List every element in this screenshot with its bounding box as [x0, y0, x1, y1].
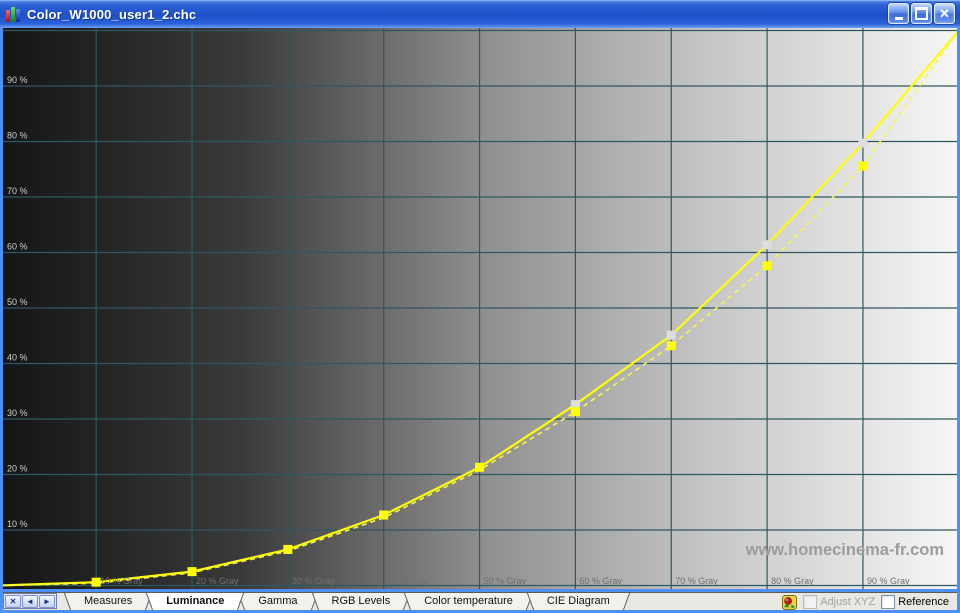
tab-strip: ✕ ◄ ► Measures Luminance Gamma RGB Levels Colo…	[3, 592, 957, 610]
tab-nav-group: ✕ ◄ ►	[3, 593, 57, 609]
tabs: Measures Luminance Gamma RGB Levels Color te…	[67, 593, 627, 610]
tab-nav-previous-button[interactable]: ◄	[22, 594, 38, 608]
svg-text:60 %: 60 %	[7, 242, 28, 252]
close-button[interactable]: ✕	[934, 3, 955, 24]
svg-text:70 % Gray: 70 % Gray	[675, 576, 718, 586]
close-icon: ✕	[939, 6, 950, 21]
svg-text:10 % Gray: 10 % Gray	[100, 576, 143, 586]
svg-text:80 %: 80 %	[7, 131, 28, 141]
rgb-bars-icon	[6, 6, 22, 22]
tab-nav-close-button[interactable]: ✕	[5, 594, 21, 608]
tab-nav-next-button[interactable]: ►	[39, 594, 55, 608]
tab-measures[interactable]: Measures	[71, 593, 146, 610]
tab-gamma[interactable]: Gamma	[245, 593, 311, 610]
svg-text:50 % Gray: 50 % Gray	[484, 576, 527, 586]
status-controls: Adjust XYZ Reference	[782, 593, 949, 611]
tab-label: Measures	[84, 595, 133, 607]
svg-text:30 %: 30 %	[7, 408, 28, 418]
chart-window: www.homecinema-fr.com 90 % 80 % 70 % 60 % 50 …	[0, 28, 960, 592]
svg-text:10 %: 10 %	[7, 519, 28, 529]
svg-text:80 % Gray: 80 % Gray	[771, 576, 814, 586]
reference-label: Reference	[898, 596, 949, 608]
tab-rgb-levels[interactable]: RGB Levels	[318, 593, 404, 610]
adjust-xyz-checkbox: Adjust XYZ	[803, 595, 875, 609]
svg-text:40 % Gray: 40 % Gray	[388, 576, 431, 586]
adjust-xyz-checkbox-box	[803, 595, 818, 609]
luminance-chart: www.homecinema-fr.com 90 % 80 % 70 % 60 % 50 …	[3, 28, 957, 589]
svg-text:50 %: 50 %	[7, 297, 28, 307]
reference-checkbox[interactable]: Reference	[881, 595, 949, 609]
tab-color-temperature[interactable]: Color temperature	[411, 593, 526, 610]
svg-text:70 %: 70 %	[7, 186, 28, 196]
tab-label: Luminance	[166, 595, 225, 607]
adjust-xyz-label: Adjust XYZ	[820, 596, 876, 608]
svg-text:20 %: 20 %	[7, 464, 28, 474]
svg-text:www.homecinema-fr.com: www.homecinema-fr.com	[745, 541, 944, 559]
hcfr-sensor-icon	[782, 594, 798, 610]
svg-text:40 %: 40 %	[7, 353, 28, 363]
luminance-chart-svg: www.homecinema-fr.com 90 % 80 % 70 % 60 % 50 …	[3, 28, 957, 589]
tab-label: Gamma	[258, 595, 298, 607]
title-bar: Color_W1000_user1_2.chc ✕	[0, 0, 960, 28]
svg-text:90 %: 90 %	[7, 75, 28, 85]
svg-text:30 % Gray: 30 % Gray	[292, 576, 335, 586]
maximize-button[interactable]	[911, 3, 932, 24]
tab-label: RGB Levels	[331, 595, 391, 607]
window-title: Color_W1000_user1_2.chc	[27, 6, 197, 22]
tab-luminance[interactable]: Luminance	[153, 593, 238, 610]
tab-label: CIE Diagram	[546, 595, 610, 607]
reference-checkbox-box[interactable]	[881, 595, 896, 609]
tab-cie-diagram[interactable]: CIE Diagram	[533, 593, 623, 610]
svg-text:60 % Gray: 60 % Gray	[579, 576, 622, 586]
tab-label: Color temperature	[424, 595, 513, 607]
bottom-bar: ✕ ◄ ► Measures Luminance Gamma RGB Levels Colo…	[0, 592, 960, 613]
minimize-button[interactable]	[888, 3, 909, 24]
svg-text:90 % Gray: 90 % Gray	[867, 576, 910, 586]
minimize-icon	[894, 17, 903, 20]
maximize-icon	[915, 7, 928, 20]
svg-text:20 % Gray: 20 % Gray	[196, 576, 239, 586]
